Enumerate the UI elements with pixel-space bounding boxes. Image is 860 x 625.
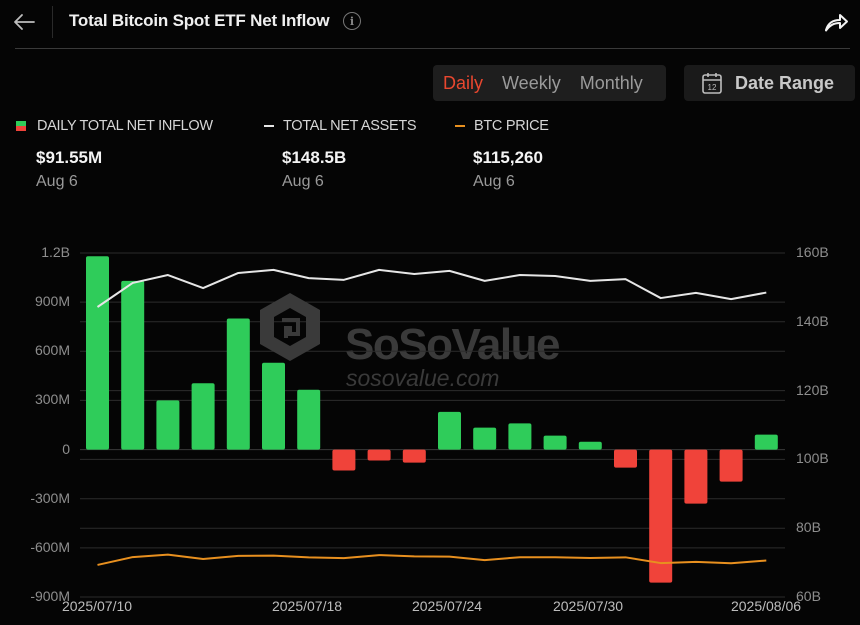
x-axis-tick: 2025/07/10 (61, 598, 133, 614)
left-axis-tick: 0 (62, 440, 70, 457)
watermark-logo-icon (260, 293, 320, 361)
left-axis-tick: 300M (34, 391, 70, 408)
x-axis-tick: 2025/07/18 (271, 598, 343, 614)
period-monthly-tab[interactable]: Monthly (579, 72, 643, 93)
right-axis-tick: 80B (796, 519, 821, 536)
inflow-bar[interactable] (649, 449, 673, 583)
inflow-bar[interactable] (402, 449, 426, 463)
period-toggle: Daily Weekly Monthly (433, 65, 666, 101)
legend-label: DAILY TOTAL NET INFLOW (37, 118, 213, 134)
right-axis-tick: 100B (796, 450, 829, 467)
date-range-label: Date Range (735, 72, 835, 93)
inflow-bar[interactable] (121, 280, 145, 450)
right-axis-tick: 160B (796, 244, 829, 260)
inflow-bar[interactable] (754, 434, 778, 450)
inflow-bar[interactable] (508, 423, 532, 450)
inflow-bar[interactable] (719, 449, 743, 482)
page-title: Total Bitcoin Spot ETF Net Inflow (69, 11, 330, 30)
total-net-assets-line (96, 268, 767, 308)
right-axis-tick: 60B (796, 588, 821, 604)
watermark-name: SoSoValue (345, 320, 560, 369)
left-axis-tick: -900M (30, 588, 70, 604)
legend-label: TOTAL NET ASSETS (283, 118, 417, 134)
legend-date: Aug 6 (473, 173, 515, 190)
x-axis-tick: 2025/07/24 (411, 598, 483, 614)
share-arrow-icon (825, 14, 848, 32)
top-bar: Total Bitcoin Spot ETF Net Inflow i (0, 0, 860, 49)
inflow-bar[interactable] (191, 383, 215, 450)
legend-date: Aug 6 (282, 173, 324, 190)
inflow-bar[interactable] (543, 435, 567, 450)
btc-price-line (97, 553, 767, 566)
calendar-icon: 12 (702, 73, 722, 94)
info-icon[interactable]: i (343, 12, 361, 30)
watermark-url: sosovalue.com (346, 365, 500, 391)
arrow-left-icon (14, 14, 35, 30)
period-weekly-tab[interactable]: Weekly (502, 72, 561, 93)
left-axis-tick: 600M (34, 342, 70, 359)
legend-value: $148.5B (282, 148, 347, 167)
x-axis-tick: 2025/07/30 (552, 598, 624, 614)
legend-daily-inflow[interactable]: DAILY TOTAL NET INFLOW $91.55M Aug 6 (16, 118, 213, 191)
chart-canvas (80, 252, 785, 598)
assets-line-swatch-icon (264, 125, 274, 127)
date-range-button[interactable]: 12 Date Range (684, 65, 855, 101)
period-daily-tab[interactable]: Daily (443, 72, 484, 93)
svg-text:12: 12 (708, 83, 717, 92)
right-axis-tick: 140B (796, 312, 829, 329)
legend-label: BTC PRICE (474, 118, 549, 134)
inflow-bar[interactable] (473, 427, 497, 450)
inflow-bar[interactable] (367, 449, 391, 461)
inflow-bar[interactable] (614, 449, 637, 468)
inflow-bar[interactable] (578, 441, 602, 450)
inflow-bar[interactable] (332, 449, 356, 471)
inflow-bar[interactable] (297, 389, 321, 450)
inflow-bar[interactable] (438, 411, 461, 450)
inflow-swatch-icon (16, 121, 26, 131)
left-axis-tick: 1.2B (41, 244, 70, 260)
inflow-bar[interactable] (684, 449, 708, 504)
legend-btc-price[interactable]: BTC PRICE $115,260 Aug 6 (455, 118, 549, 191)
left-axis-tick: 900M (34, 293, 70, 310)
left-axis-tick: -600M (30, 538, 70, 555)
x-axis-tick: 2025/08/06 (730, 598, 802, 614)
legend-value: $91.55M (36, 148, 103, 167)
legend-date: Aug 6 (36, 173, 78, 190)
inflow-bar[interactable] (226, 318, 250, 450)
legend-total-net-assets[interactable]: TOTAL NET ASSETS $148.5B Aug 6 (264, 118, 417, 191)
right-axis-tick: 120B (796, 381, 829, 398)
inflow-chart[interactable]: SoSoValue sosovalue.com 1.2B 900M 600M 300M… (0, 230, 860, 625)
price-line-swatch-icon (455, 125, 465, 127)
legend-value: $115,260 (473, 148, 543, 167)
left-axis-tick: -300M (30, 489, 70, 506)
share-button[interactable] (822, 8, 850, 36)
inflow-bar[interactable] (156, 400, 180, 450)
chart-legend: DAILY TOTAL NET INFLOW $91.55M Aug 6 TOT… (0, 118, 860, 203)
inflow-bar[interactable] (86, 256, 109, 450)
inflow-bar[interactable] (262, 362, 285, 450)
header-divider (52, 6, 53, 38)
header-rule (15, 48, 850, 49)
back-button[interactable] (10, 8, 38, 36)
